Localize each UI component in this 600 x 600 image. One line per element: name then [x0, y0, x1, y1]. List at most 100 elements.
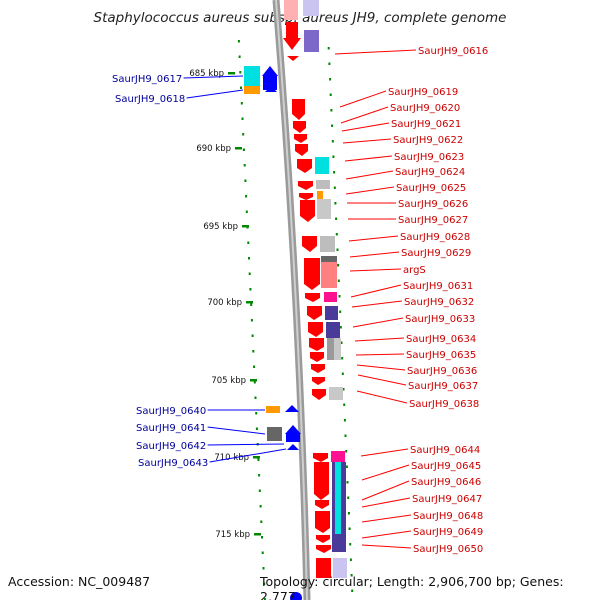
gene-label-connector: [361, 464, 410, 481]
gene-label: SaurJH9_0645: [411, 461, 481, 472]
gc-dot: [250, 319, 253, 322]
gene-label-connector: [351, 300, 403, 308]
gene-label-connector: [352, 317, 404, 328]
gc-dot: [341, 357, 344, 360]
gc-dot: [335, 233, 338, 236]
tick-label: 700 kbp: [207, 298, 242, 308]
gene-label-connector: [356, 390, 408, 404]
gene-label-connector: [361, 497, 411, 508]
gc-dot: [347, 512, 350, 515]
gene-feature-block-0619-0638: [292, 99, 343, 400]
gc-dot: [341, 372, 344, 375]
gc-dot: [330, 109, 333, 112]
gene-label-connector: [342, 138, 392, 144]
gc-dot: [343, 403, 346, 406]
gene-label-connector: [345, 170, 394, 180]
gene-label: SaurJH9_0644: [410, 445, 480, 456]
gene-label: SaurJH9_0621: [391, 119, 461, 130]
gene-label-connector: [361, 514, 412, 523]
gc-dot: [248, 272, 251, 275]
gene-label-connector: [360, 448, 409, 457]
tick-label: 695 kbp: [203, 222, 238, 232]
gene-label: SaurJH9_0650: [413, 544, 483, 555]
gene-label-connector: [349, 268, 402, 272]
gene-label-connector: [349, 251, 400, 258]
genome-backbone: [272, 0, 311, 600]
gene-label: SaurJH9_0640: [136, 406, 206, 417]
gene-label: SaurJH9_0629: [401, 248, 471, 259]
gene-label: SaurJH9_0642: [136, 441, 206, 452]
gc-dot: [238, 55, 241, 58]
gc-dot: [335, 217, 338, 220]
gene-label-connector: [357, 374, 407, 386]
gene-label: SaurJH9_0633: [405, 314, 475, 325]
gc-dot: [346, 481, 349, 484]
gene-label: SaurJH9_0628: [400, 232, 470, 243]
gene-label: SaurJH9_0635: [406, 350, 476, 361]
gc-dot: [252, 350, 255, 353]
gene-label-connector: [350, 284, 402, 298]
gc-dot: [247, 241, 250, 244]
gene-label: SaurJH9_0616: [418, 46, 488, 57]
gc-dot: [244, 179, 247, 182]
gc-dot: [250, 303, 253, 306]
gene-label-connector: [209, 448, 287, 463]
tick-label: 685 kbp: [189, 69, 224, 79]
gene-label-connector: [339, 90, 387, 108]
gene-label: SaurJH9_0631: [403, 281, 473, 292]
gene-label: SaurJH9_0636: [407, 366, 477, 377]
gc-dot: [339, 326, 342, 329]
left-gene-labels: SaurJH9_0617 SaurJH9_0618 SaurJH9_0640 Saur…: [112, 74, 287, 469]
gene-label-connector: [354, 337, 405, 342]
gene-label-connector: [344, 155, 393, 162]
gene-label: SaurJH9_0626: [398, 199, 468, 210]
gene-feature-block-0644-0650: [290, 451, 347, 600]
genome-summary-text: Topology: circular; Length: 2,906,700 bp…: [260, 574, 564, 600]
gene-label: SaurJH9_0625: [396, 183, 466, 194]
gc-dot: [332, 155, 335, 158]
gc-dot: [337, 279, 340, 282]
gc-dot: [342, 388, 345, 391]
gc-dot: [237, 40, 240, 43]
gc-dot: [248, 257, 250, 260]
genome-backbone-highlight: [275, 0, 308, 600]
gene-label: SaurJH9_0618: [115, 94, 185, 105]
gc-dot: [257, 458, 260, 461]
gene-label: SaurJH9_0638: [409, 399, 479, 410]
tick-mark: [250, 379, 257, 382]
gc-dot: [240, 86, 242, 89]
gc-dot: [243, 164, 246, 167]
gc-dot: [242, 133, 245, 136]
gene-label: SaurJH9_0627: [398, 215, 468, 226]
gene-label: SaurJH9_0643: [138, 458, 208, 469]
gc-dot: [249, 288, 252, 291]
gene-label: SaurJH9_0620: [390, 103, 460, 114]
gc-dot: [263, 598, 266, 600]
gene-label-connector: [207, 426, 266, 435]
gc-dot: [253, 381, 256, 384]
gene-label: SaurJH9_0619: [388, 87, 458, 98]
gc-dot: [338, 295, 341, 298]
gene-label: SaurJH9_0622: [393, 135, 463, 146]
gc-dot: [327, 47, 330, 50]
gene-label: SaurJH9_0647: [412, 494, 482, 505]
gc-dot: [347, 496, 350, 499]
gene-label: SaurJH9_0649: [413, 527, 483, 538]
gc-dot: [242, 148, 245, 151]
gc-dot: [241, 117, 244, 120]
gc-dot: [340, 341, 343, 344]
gc-dot: [260, 520, 263, 523]
gene-feature-block-0640-0643: [266, 405, 301, 450]
gc-dot: [334, 202, 337, 205]
gene-label: SaurJH9_0634: [406, 334, 476, 345]
gc-dot: [331, 124, 334, 127]
gene-label: SaurJH9_0648: [413, 511, 483, 522]
gene-label: SaurJH9_0632: [404, 297, 474, 308]
map-title: Staphylococcus aureus subsp. aureus JH9,…: [93, 10, 507, 26]
gc-dot: [339, 310, 342, 313]
gc-dot: [351, 589, 354, 592]
gene-label-connector: [361, 480, 410, 501]
gc-dot: [350, 574, 353, 577]
gc-dot: [258, 489, 261, 492]
